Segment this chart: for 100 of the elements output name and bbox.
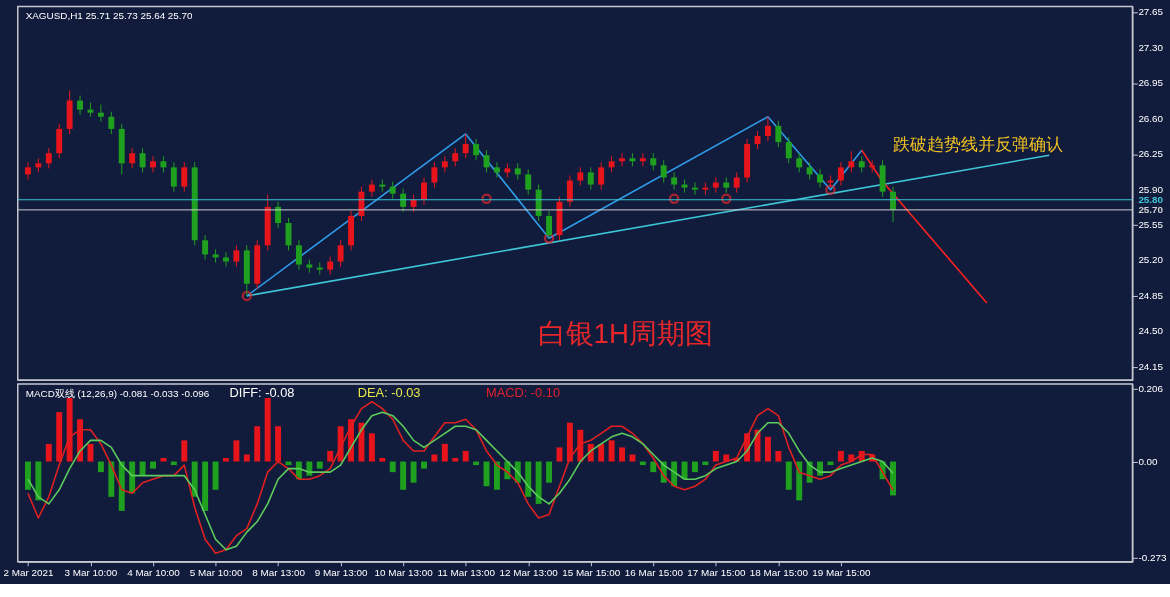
bar <box>577 429 584 462</box>
candlestick <box>619 152 625 167</box>
bar <box>24 461 31 490</box>
y-tick-label: 25.90 <box>1138 183 1164 195</box>
ref-line-label: 25.70 <box>1138 203 1164 215</box>
bar <box>254 426 261 462</box>
point <box>481 193 492 204</box>
bar <box>431 454 438 462</box>
candlestick <box>473 138 480 161</box>
bar <box>629 454 636 462</box>
candlestick <box>692 182 698 196</box>
bar <box>389 461 396 473</box>
candlestick <box>45 147 52 169</box>
y-tick-label: 24.85 <box>1138 289 1164 301</box>
bar <box>181 440 188 462</box>
candlestick <box>337 239 344 268</box>
candlestick <box>24 161 31 181</box>
x-tick-label: 9 Mar 13:00 <box>314 567 368 579</box>
bar <box>337 426 344 462</box>
bar <box>681 461 688 480</box>
x-tick-label: 5 Mar 10:00 <box>189 567 243 579</box>
x-tick-label: 10 Mar 13:00 <box>374 567 434 579</box>
candlestick <box>493 161 500 178</box>
y-tick-label: 0.00 <box>1138 455 1159 467</box>
y-tick-label: 0.206 <box>1138 382 1164 394</box>
annotation: DIFF: -0.08 <box>229 384 295 400</box>
bar <box>233 440 240 462</box>
candlestick <box>817 168 824 189</box>
x-tick-label: 11 Mar 13:00 <box>437 567 496 579</box>
bar <box>223 458 229 462</box>
bar <box>441 443 448 462</box>
y-tick-label: 26.60 <box>1138 112 1164 124</box>
candlestick <box>202 234 209 260</box>
bar <box>890 461 896 496</box>
candlestick <box>837 161 844 187</box>
line-series <box>246 115 863 297</box>
x-tick-label: 18 Mar 15:00 <box>749 567 809 579</box>
bar <box>358 422 365 462</box>
bar <box>410 461 417 483</box>
bar <box>368 433 375 462</box>
bar <box>775 450 782 462</box>
candlestick <box>431 161 438 189</box>
bar <box>650 461 657 473</box>
x-tick-label: 8 Mar 13:00 <box>252 567 306 579</box>
candlestick <box>295 239 302 271</box>
candlestick <box>233 244 240 268</box>
bar <box>212 461 219 490</box>
point <box>721 193 732 204</box>
x-tick-label: 16 Mar 15:00 <box>624 567 684 579</box>
candlestick <box>764 116 771 142</box>
bar <box>493 461 500 490</box>
bar <box>316 461 323 469</box>
x-tick-label: 15 Mar 15:00 <box>562 567 621 579</box>
candlestick <box>566 174 573 208</box>
bar <box>160 458 167 462</box>
bar <box>421 461 427 469</box>
chart-title: MACD双线 (12,26,9) -0.081 -0.033 -0.096 <box>25 387 210 399</box>
y-tick-label: 27.30 <box>1138 41 1164 53</box>
bar <box>598 443 605 462</box>
point <box>543 233 555 244</box>
y-tick-label: 27.65 <box>1138 6 1164 18</box>
candlestick <box>577 166 584 187</box>
bar <box>525 461 532 497</box>
bar <box>462 450 469 462</box>
point <box>241 290 253 302</box>
annotation: 跌破趋势线并反弹确认 <box>892 134 1063 154</box>
bar <box>796 461 803 501</box>
candlestick <box>639 152 646 167</box>
bar <box>243 454 250 462</box>
point <box>668 193 680 204</box>
candlestick <box>525 168 532 196</box>
bar <box>379 458 386 462</box>
candlestick <box>598 161 605 191</box>
chart-title: XAGUSD,H1 25.71 25.73 25.64 25.70 <box>25 10 194 22</box>
bar <box>264 398 271 462</box>
bar <box>45 443 52 462</box>
bar <box>275 426 282 462</box>
y-tick-label: 25.55 <box>1138 219 1164 231</box>
annotation: DEA: -0.03 <box>357 384 421 400</box>
bar <box>723 454 730 462</box>
candlestick <box>660 159 667 184</box>
candlestick <box>462 133 469 159</box>
candlestick <box>150 155 156 173</box>
bar <box>692 461 698 473</box>
candlestick <box>77 95 84 116</box>
bar <box>785 461 792 490</box>
annotation: MACD: -0.10 <box>485 384 561 400</box>
candlestick <box>223 251 229 268</box>
candlestick <box>785 136 792 164</box>
bar <box>452 458 459 462</box>
x-tick-label: 17 Mar 15:00 <box>687 567 746 579</box>
bar <box>150 461 156 469</box>
candlestick <box>671 171 678 191</box>
candlestick <box>796 152 803 173</box>
candlestick <box>327 255 334 276</box>
bar <box>129 461 136 494</box>
bar <box>619 447 625 462</box>
bar <box>56 412 63 462</box>
bar <box>848 454 855 462</box>
bar <box>108 461 115 497</box>
